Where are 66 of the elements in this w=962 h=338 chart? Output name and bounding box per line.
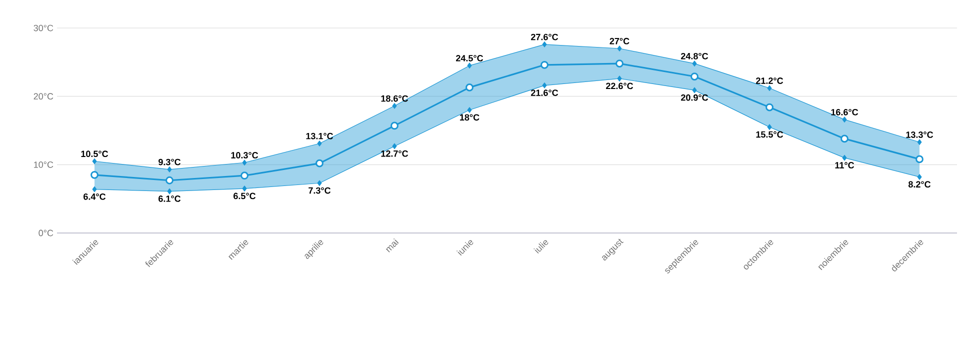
x-tick-label: iulie bbox=[534, 240, 548, 254]
data-label: 21.2°C bbox=[756, 78, 784, 84]
point bbox=[540, 60, 548, 69]
point bbox=[90, 170, 98, 179]
data-label: 13.1°C bbox=[306, 132, 334, 140]
point bbox=[242, 160, 247, 166]
data-label: 9.3°C bbox=[158, 158, 181, 166]
point bbox=[917, 174, 922, 180]
point bbox=[617, 76, 622, 82]
y-tick-label: 0°C bbox=[38, 230, 54, 236]
point bbox=[392, 103, 397, 109]
point bbox=[842, 116, 847, 122]
data-label: 11°C bbox=[835, 162, 854, 168]
y-tick-label: 10°C bbox=[34, 161, 54, 168]
data-label: 27.6°C bbox=[531, 34, 558, 40]
y-tick-label: 30°C bbox=[34, 24, 54, 32]
point bbox=[390, 122, 398, 130]
point bbox=[542, 42, 547, 48]
data-label: 16.6°C bbox=[831, 108, 858, 116]
point bbox=[317, 180, 322, 186]
data-label: 18.6°C bbox=[381, 95, 408, 102]
point bbox=[392, 143, 397, 150]
point bbox=[466, 84, 474, 92]
point bbox=[917, 139, 922, 146]
data-label: 10.5°C bbox=[81, 150, 108, 158]
point bbox=[617, 46, 622, 52]
data-label: 12.7°C bbox=[381, 150, 408, 157]
point bbox=[92, 186, 97, 192]
data-label: 13.3°C bbox=[906, 132, 934, 138]
point bbox=[692, 60, 697, 66]
point bbox=[240, 172, 248, 180]
data-label: 6.1°C bbox=[158, 196, 181, 202]
data-label: 6.5°C bbox=[234, 192, 256, 200]
point bbox=[690, 72, 698, 80]
point bbox=[766, 103, 774, 112]
data-label: 24.8°C bbox=[681, 52, 708, 60]
point bbox=[167, 188, 172, 194]
data-label: 8.2°C bbox=[908, 181, 931, 188]
data-label: 10.3°C bbox=[231, 152, 258, 158]
point bbox=[317, 140, 322, 146]
point bbox=[92, 158, 97, 164]
x-tick-label: mai bbox=[386, 238, 399, 252]
point bbox=[467, 107, 472, 113]
data-label: 22.6°C bbox=[606, 82, 634, 90]
data-label: 7.3°C bbox=[308, 187, 331, 194]
point bbox=[842, 154, 847, 161]
point bbox=[316, 159, 324, 168]
point bbox=[467, 62, 472, 68]
data-label: 6.4°C bbox=[84, 193, 106, 200]
data-label: 15.5°C bbox=[756, 131, 784, 138]
point bbox=[616, 60, 624, 68]
point bbox=[242, 186, 247, 192]
point bbox=[692, 87, 697, 94]
point bbox=[167, 166, 172, 172]
point bbox=[840, 134, 848, 143]
data-label: 20.9°C bbox=[681, 94, 708, 101]
y-tick-label: 20°C bbox=[34, 93, 54, 100]
data-label: 18°C bbox=[460, 114, 480, 121]
data-label: 27°C bbox=[610, 38, 630, 44]
point bbox=[916, 155, 924, 164]
data-label: 24.5°C bbox=[456, 55, 484, 62]
point bbox=[166, 176, 174, 184]
point bbox=[542, 82, 547, 88]
point bbox=[767, 85, 772, 92]
data-label: 21.6°C bbox=[531, 90, 558, 96]
point bbox=[767, 124, 772, 130]
